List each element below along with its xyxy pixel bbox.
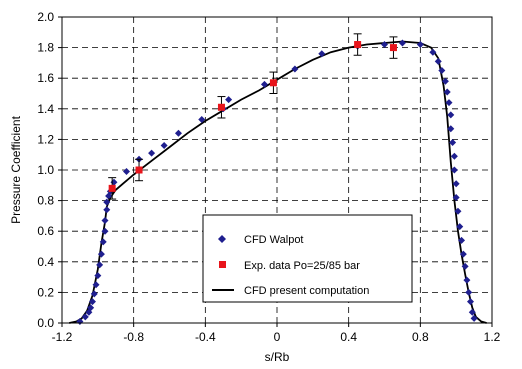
x-tick-label: 0 bbox=[274, 330, 281, 344]
cfd-walpot-point bbox=[470, 314, 478, 322]
cfd-walpot-point bbox=[103, 198, 111, 206]
cfd-walpot-point bbox=[449, 138, 457, 146]
cfd-walpot-point bbox=[443, 88, 451, 96]
cfd-walpot-point bbox=[398, 39, 406, 47]
y-tick-label: 1.4 bbox=[37, 102, 54, 116]
y-tick-label: 1.6 bbox=[37, 71, 54, 85]
cfd-walpot-point bbox=[438, 67, 446, 75]
cfd-walpot-point bbox=[381, 41, 388, 49]
cfd-walpot-point bbox=[447, 111, 455, 119]
cfd-walpot-point bbox=[447, 125, 455, 133]
cfd-walpot-point bbox=[225, 96, 233, 104]
cfd-walpot-point bbox=[96, 261, 104, 269]
x-tick-label: 0.4 bbox=[340, 330, 357, 344]
cfd-walpot-point bbox=[148, 149, 156, 157]
cfd-walpot-point bbox=[88, 298, 96, 306]
cfd-walpot-point bbox=[123, 168, 130, 176]
legend-box bbox=[202, 214, 413, 303]
cfd-walpot-point bbox=[458, 236, 466, 244]
x-tick-label: 1.2 bbox=[484, 330, 501, 344]
y-tick-label: 0.4 bbox=[37, 255, 54, 269]
plot-series bbox=[69, 33, 487, 325]
cfd-walpot-point bbox=[110, 178, 118, 186]
y-tick-label: 1.8 bbox=[37, 41, 54, 55]
experimental-data-point bbox=[108, 184, 116, 192]
legend-diamond-marker bbox=[218, 235, 226, 243]
cfd-walpot-point bbox=[101, 227, 109, 235]
cfd-walpot-point bbox=[452, 194, 460, 202]
cfd-walpot-point bbox=[198, 116, 206, 124]
legend-label-present-computation: CFD present computation bbox=[244, 285, 369, 297]
cfd-walpot-point bbox=[441, 77, 449, 85]
cfd-walpot-point bbox=[99, 238, 107, 246]
legend: CFD Walpot Exp. data Po=25/85 bar CFD pr… bbox=[202, 214, 413, 303]
cfd-walpot-point bbox=[87, 304, 95, 312]
cfd-walpot-point bbox=[456, 223, 464, 231]
cfd-walpot-point bbox=[461, 262, 469, 270]
cfd-walpot-point bbox=[416, 41, 424, 49]
y-tick-label: 0.8 bbox=[37, 194, 54, 208]
experimental-data-point bbox=[354, 41, 362, 49]
y-tick-label: 1.0 bbox=[37, 163, 54, 177]
cfd-walpot-point bbox=[81, 313, 89, 321]
x-axis: -1.2 -0.8 -0.4 0 0.4 0.8 1.2 bbox=[52, 323, 501, 344]
cfd-walpot-point bbox=[450, 152, 458, 160]
cfd-walpot-point bbox=[445, 99, 453, 107]
cfd-walpot-point bbox=[459, 250, 467, 258]
x-tick-label: -1.2 bbox=[52, 330, 73, 344]
y-tick-label: 0.2 bbox=[37, 285, 54, 299]
cfd-walpot-point bbox=[468, 308, 476, 316]
cfd-walpot-point bbox=[160, 142, 168, 150]
cfd-walpot-point bbox=[76, 317, 84, 325]
cfd-walpot-point bbox=[463, 276, 471, 284]
x-tick-label: 0.8 bbox=[412, 330, 429, 344]
experimental-data-point bbox=[389, 44, 397, 52]
x-tick-label: -0.4 bbox=[195, 330, 216, 344]
cfd-walpot-point bbox=[260, 80, 268, 88]
y-tick-label: 0.0 bbox=[37, 316, 54, 330]
cfd-walpot-point bbox=[94, 272, 102, 280]
cfd-walpot-point bbox=[465, 288, 473, 296]
cfd-walpot-point bbox=[452, 180, 460, 188]
legend-square-marker bbox=[219, 261, 226, 268]
cfd-walpot-point bbox=[103, 206, 111, 214]
cfd-walpot-point bbox=[434, 57, 442, 65]
cfd-walpot-point bbox=[291, 65, 299, 73]
cfd-walpot-point bbox=[97, 250, 105, 258]
legend-label-walpot: CFD Walpot bbox=[244, 234, 304, 246]
y-tick-label: 0.6 bbox=[37, 224, 54, 238]
cfd-walpot-point bbox=[318, 50, 326, 58]
x-axis-label: s/Rb bbox=[265, 350, 290, 364]
experimental-data-point bbox=[135, 166, 143, 174]
cfd-walpot-point bbox=[90, 290, 98, 298]
experimental-data-point bbox=[269, 79, 277, 87]
y-axis: 0.0 0.2 0.4 0.6 0.8 1.0 1.2 1.4 1.6 1.8 2.0 bbox=[37, 10, 62, 330]
cfd-walpot-point bbox=[454, 207, 462, 215]
cfd-walpot-point bbox=[92, 281, 100, 289]
x-tick-label: -0.8 bbox=[123, 330, 144, 344]
cfd-walpot-point bbox=[467, 298, 474, 306]
legend-label-exp-data: Exp. data Po=25/85 bar bbox=[244, 260, 360, 272]
y-tick-label: 2.0 bbox=[37, 10, 54, 24]
cfd-walpot-point bbox=[429, 48, 437, 56]
cfd-walpot-point bbox=[174, 129, 182, 137]
experimental-data-point bbox=[217, 103, 225, 111]
cfd-walpot-point bbox=[450, 166, 458, 174]
y-axis-label: Pressure Coefficient bbox=[9, 115, 23, 223]
cfd-walpot-point bbox=[101, 216, 109, 224]
y-tick-label: 1.2 bbox=[37, 132, 54, 146]
